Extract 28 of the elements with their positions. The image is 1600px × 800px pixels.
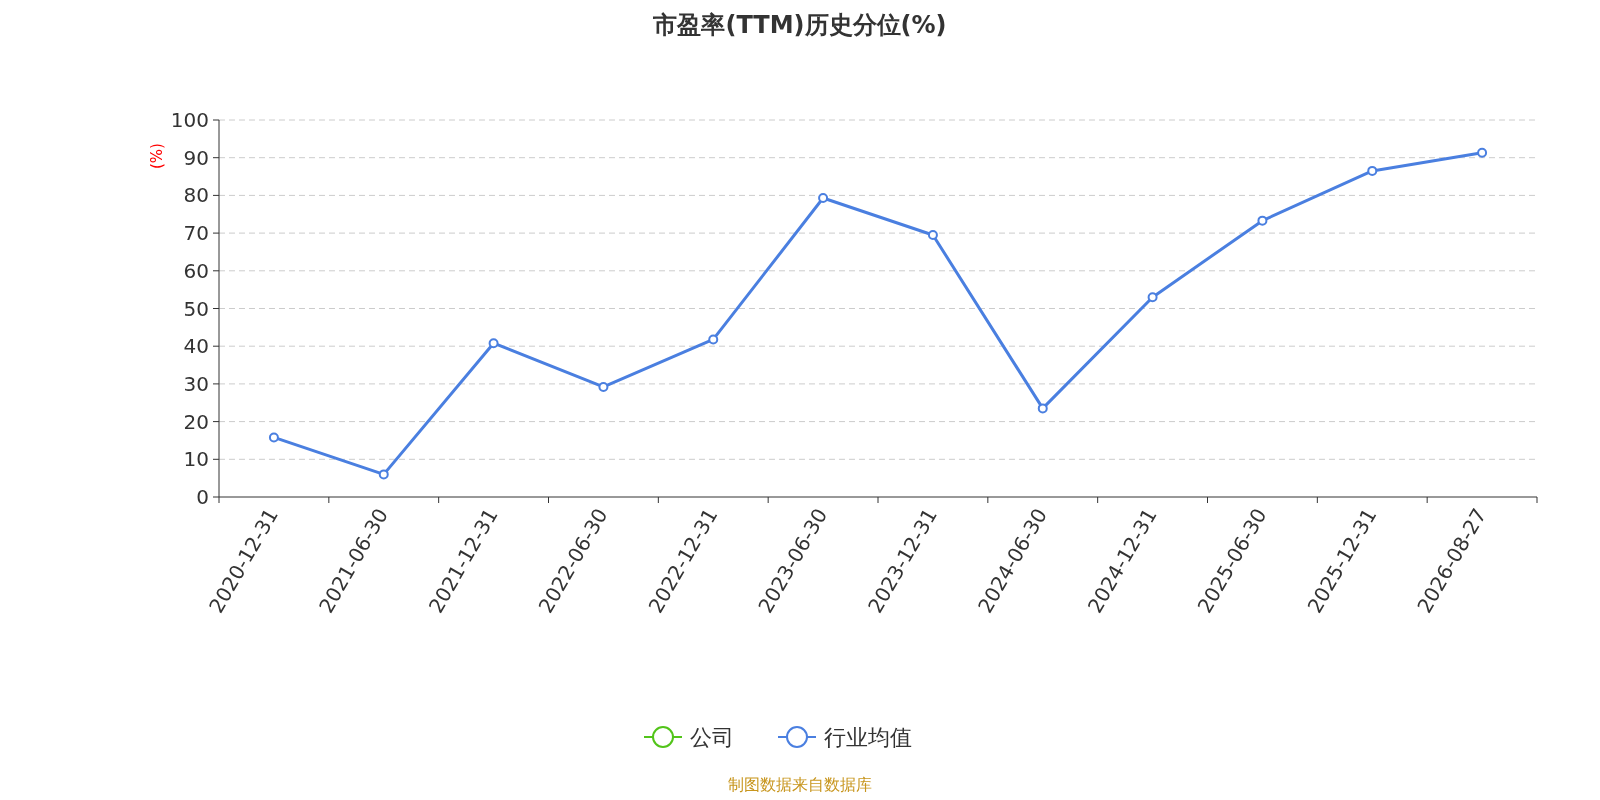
y-tick-label: 10 xyxy=(183,447,209,472)
point xyxy=(818,193,829,204)
y-tick-label: 80 xyxy=(183,183,209,208)
y-tick-label: 0 xyxy=(196,485,209,509)
y-tick-label: 30 xyxy=(183,371,209,396)
y-tick-label: 50 xyxy=(183,296,209,321)
point xyxy=(1147,292,1158,303)
point xyxy=(268,432,279,443)
y-tick-label: 20 xyxy=(183,409,209,434)
legend-label: 行业均值 xyxy=(824,725,912,750)
point xyxy=(378,469,389,480)
point xyxy=(1037,403,1048,414)
chart-title: 市盈率(TTM)历史分位(%) xyxy=(652,11,947,39)
y-axis-title: (%) xyxy=(148,143,166,169)
y-tick-label: 40 xyxy=(183,334,209,359)
point xyxy=(1367,165,1378,176)
y-tick-label: 60 xyxy=(183,258,209,283)
point xyxy=(708,334,719,345)
text: 制图数据来自数据库 xyxy=(728,775,872,794)
y-tick-label: 70 xyxy=(183,221,209,246)
point xyxy=(927,229,938,240)
point xyxy=(1257,215,1268,226)
point xyxy=(488,338,499,349)
point xyxy=(598,381,609,392)
point xyxy=(1477,147,1488,158)
y-tick-label: 100 xyxy=(170,108,209,132)
y-tick-label: 90 xyxy=(183,145,209,170)
legend-label: 公司 xyxy=(690,725,734,750)
